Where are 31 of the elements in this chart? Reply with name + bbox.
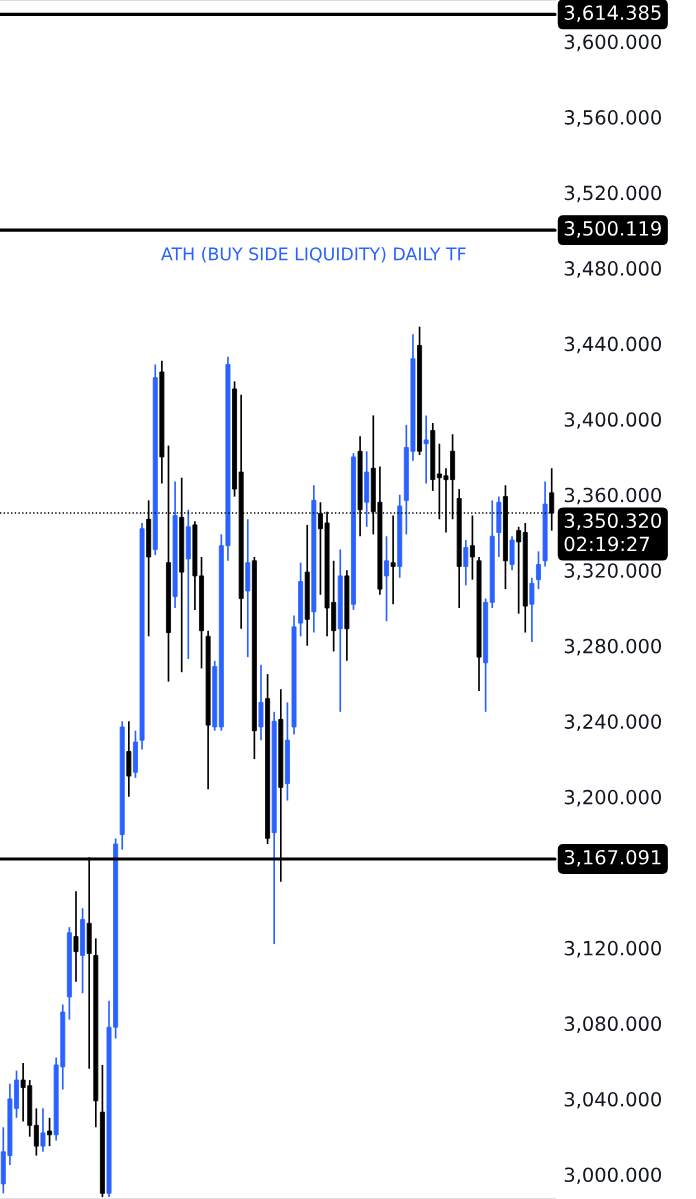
y-tick-label: 3,480.000 xyxy=(564,261,661,278)
candlestick xyxy=(516,525,522,615)
candlestick xyxy=(384,535,389,623)
ref-line-label: 3,167.091 xyxy=(564,849,661,867)
candlestick xyxy=(463,539,469,587)
y-tick-label: 3,000.000 xyxy=(564,1167,661,1185)
y-tick-label: 3,440.000 xyxy=(564,336,661,354)
ref-line-label: 3,350.320 02:19:27 xyxy=(564,513,661,552)
ref-line-label: 3,614.385 xyxy=(564,5,661,22)
y-tick-label: 3,200.000 xyxy=(564,789,661,807)
ref-line-label: 3,500.119 xyxy=(564,221,661,238)
y-tick-label: 3,120.000 xyxy=(564,940,661,958)
candlestick xyxy=(33,1107,39,1157)
candlestick xyxy=(40,1107,46,1153)
y-tick-label: 3,560.000 xyxy=(564,110,661,127)
y-tick-label: 3,320.000 xyxy=(564,563,661,580)
y-tick-label: 3,240.000 xyxy=(564,714,661,731)
y-tick-label: 3,600.000 xyxy=(564,34,661,52)
candlestick xyxy=(390,514,396,606)
annotation: ATH (BUY SIDE LIQUIDITY) DAILY TF xyxy=(161,247,466,263)
y-tick-label: 3,080.000 xyxy=(564,1016,661,1034)
candlestick xyxy=(73,890,79,983)
y-tick-label: 3,520.000 xyxy=(564,185,661,203)
y-tick-label: 3,040.000 xyxy=(564,1091,661,1109)
y-tick-label: 3,360.000 xyxy=(564,487,661,505)
candlestick xyxy=(529,576,535,643)
candlestick xyxy=(47,1116,53,1147)
candlestick xyxy=(536,550,541,590)
candlestick xyxy=(423,414,429,485)
y-tick-label: 3,280.000 xyxy=(564,638,661,656)
y-tick-label: 3,400.000 xyxy=(564,412,661,429)
